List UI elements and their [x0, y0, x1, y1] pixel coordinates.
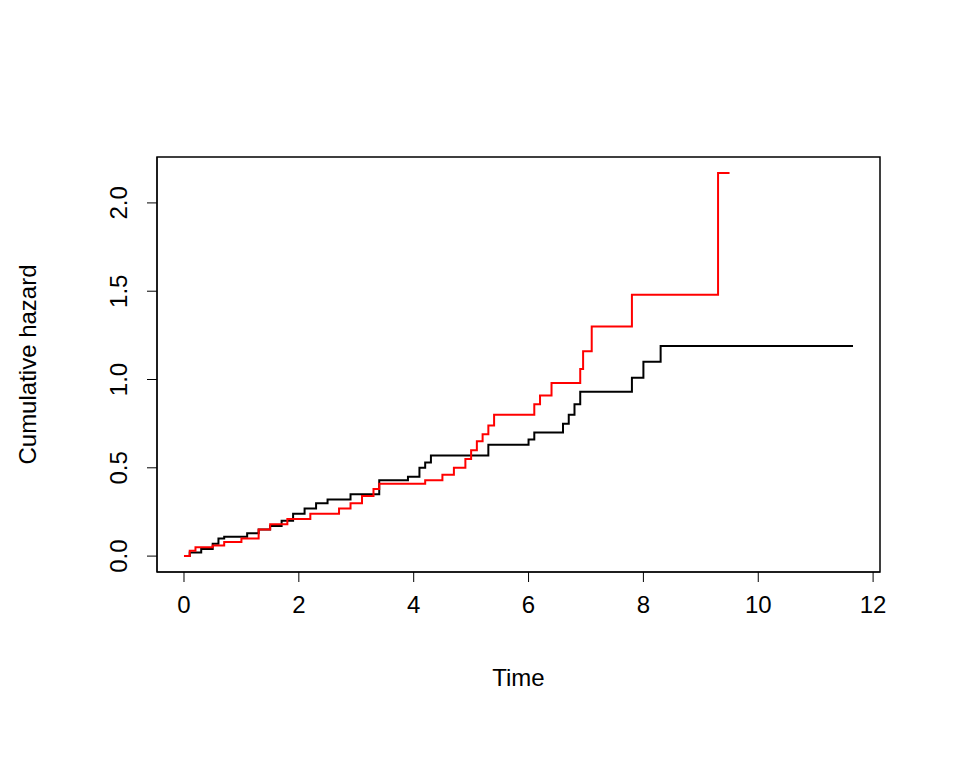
svg-text:10: 10: [745, 591, 772, 618]
svg-text:2: 2: [292, 591, 305, 618]
svg-text:1.5: 1.5: [105, 275, 132, 308]
svg-text:2.0: 2.0: [105, 186, 132, 219]
svg-text:12: 12: [860, 591, 887, 618]
svg-text:0: 0: [177, 591, 190, 618]
svg-text:0.0: 0.0: [105, 539, 132, 572]
svg-text:0.5: 0.5: [105, 451, 132, 484]
svg-text:1.0: 1.0: [105, 363, 132, 396]
svg-text:4: 4: [407, 591, 420, 618]
svg-text:Time: Time: [492, 664, 544, 691]
svg-text:Cumulative hazard: Cumulative hazard: [14, 264, 41, 464]
svg-text:8: 8: [637, 591, 650, 618]
svg-text:6: 6: [522, 591, 535, 618]
